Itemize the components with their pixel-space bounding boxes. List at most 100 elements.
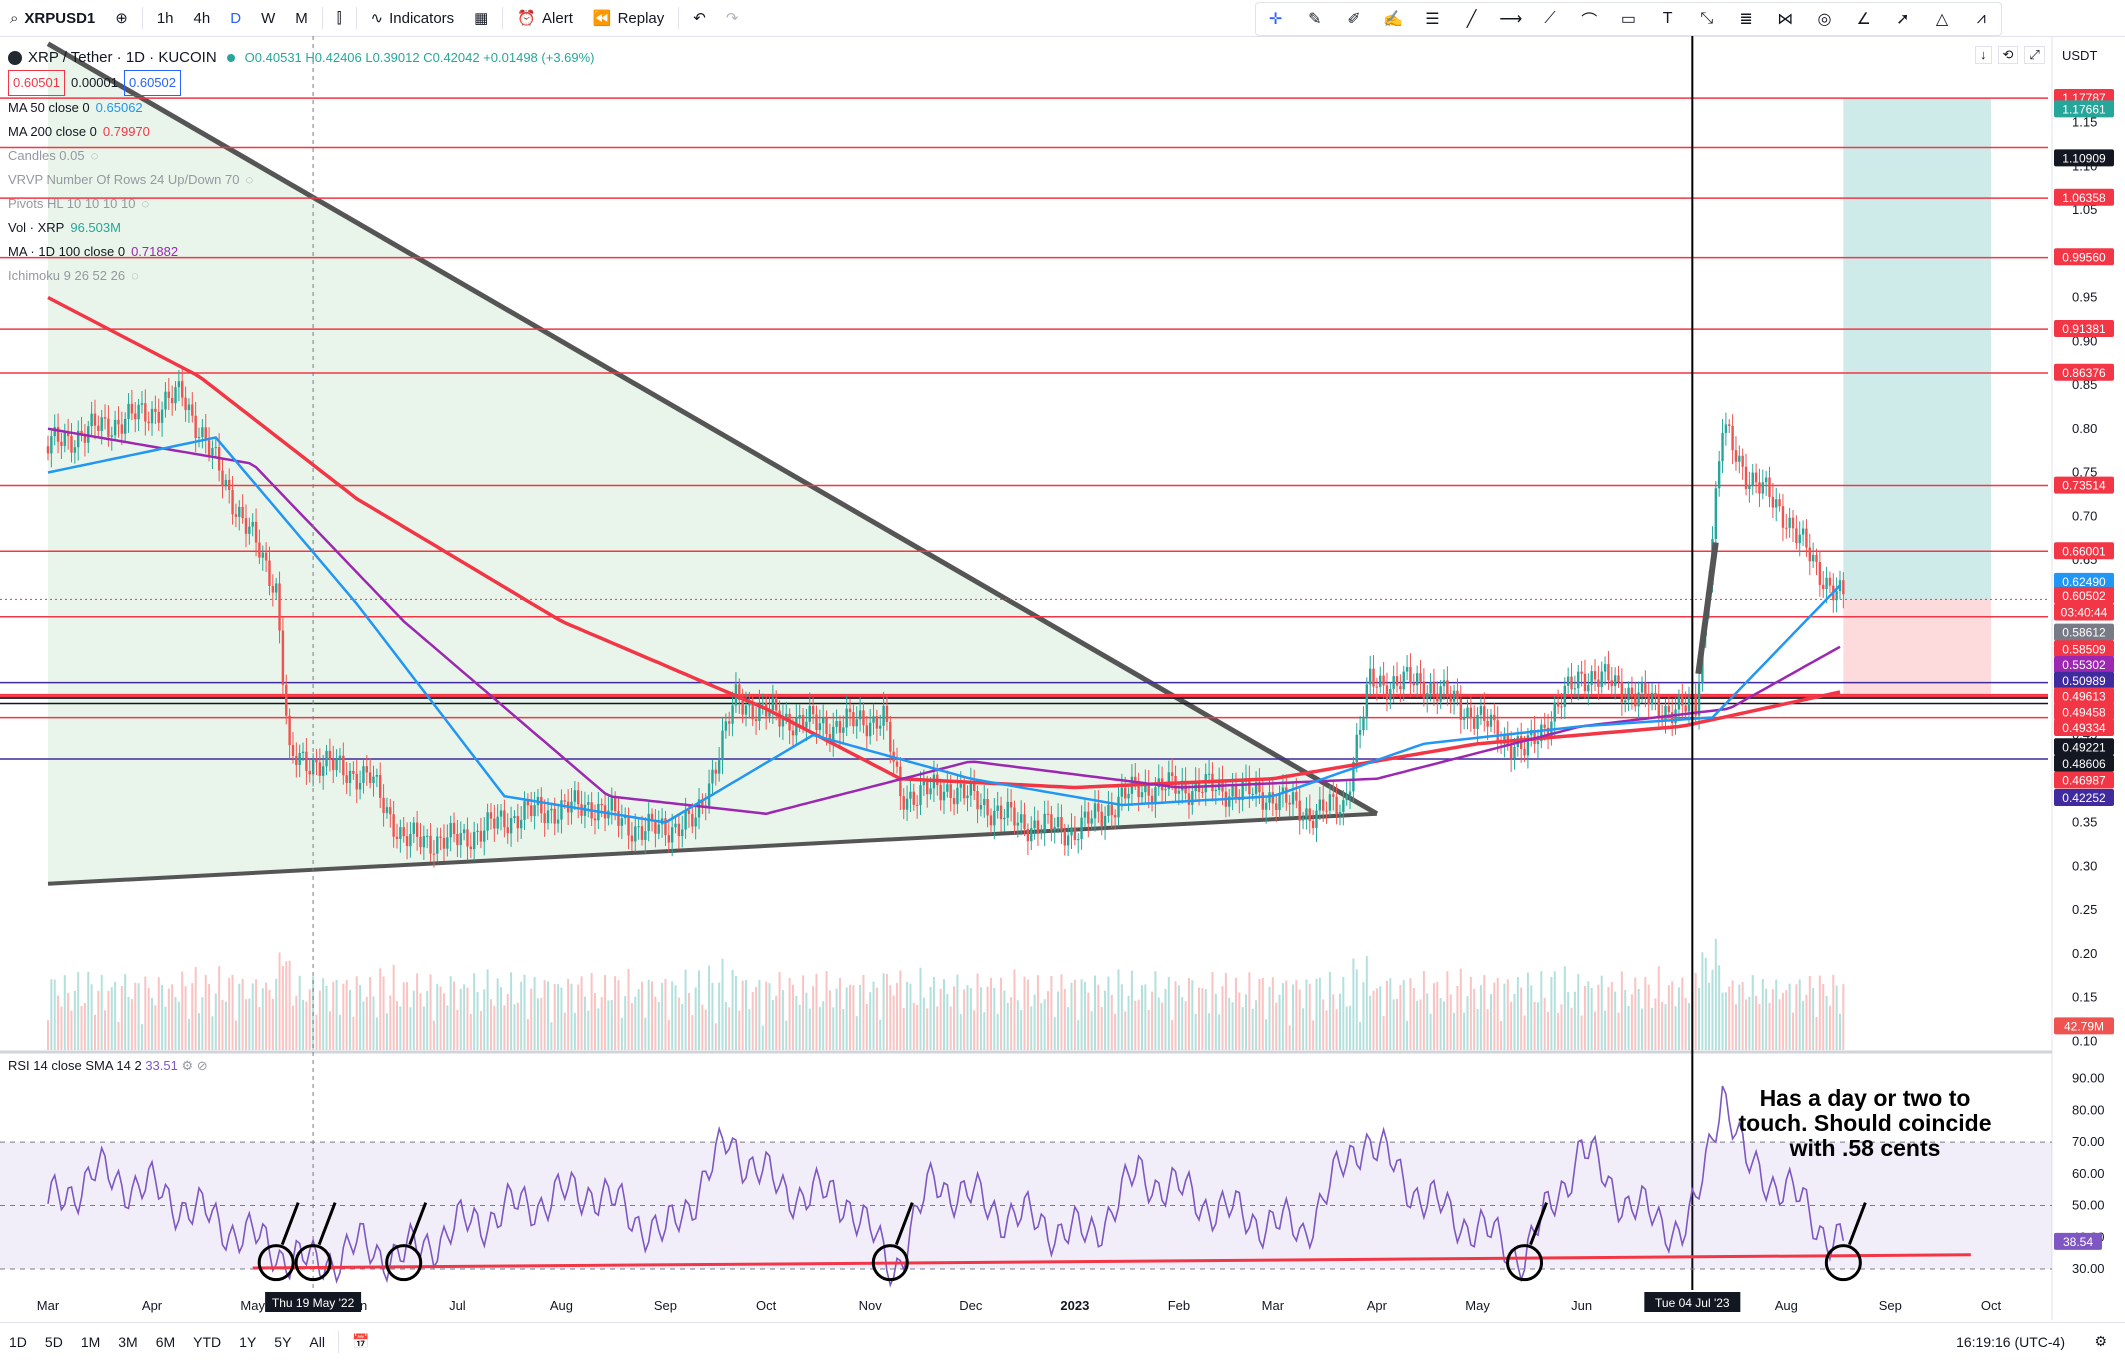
range-1d[interactable]: 1D xyxy=(9,1333,27,1350)
rectangle-icon[interactable]: ▭ xyxy=(1620,11,1636,28)
grid-icon: ▦ xyxy=(474,10,489,27)
pen-icon[interactable]: ✐ xyxy=(1347,11,1361,28)
candle-body xyxy=(271,585,275,593)
indicator-row-candles[interactable]: Candles 0.05 ◌ xyxy=(8,144,595,168)
candle-body xyxy=(167,391,171,398)
zigzag-icon[interactable]: ⩘ xyxy=(1976,10,1986,27)
volume-bar xyxy=(1620,971,1623,1050)
triangle-icon[interactable]: △ xyxy=(1935,11,1949,28)
candle-body xyxy=(1264,802,1268,810)
bid-price[interactable]: 0.60501 xyxy=(8,70,65,96)
candle-body xyxy=(872,716,875,723)
interval-d[interactable]: D xyxy=(230,9,242,27)
candle-body xyxy=(1345,795,1348,801)
redo-button[interactable]: ↷ xyxy=(716,0,749,36)
candle-body xyxy=(962,784,966,799)
candle-body xyxy=(1191,791,1194,805)
volume-bar xyxy=(1765,988,1768,1050)
eye-hidden-icon[interactable]: ◌ xyxy=(90,148,99,163)
eye-hidden-icon[interactable]: ◌ xyxy=(141,196,150,211)
fib-icon[interactable]: ≣ xyxy=(1739,11,1753,28)
candle-body xyxy=(1254,782,1258,794)
range-5d[interactable]: 5D xyxy=(44,1333,63,1350)
range-6m[interactable]: 6M xyxy=(155,1333,176,1350)
settings-icon[interactable]: ⚙ ⊘ xyxy=(181,1058,208,1073)
volume-bar xyxy=(365,996,368,1050)
volume-bar xyxy=(838,978,841,1050)
text-annotation[interactable]: Has a day or two to touch. Should coinci… xyxy=(1700,1086,2030,1161)
indicator-row-pivots[interactable]: Pivots HL 10 10 10 10 ◌ xyxy=(8,192,595,216)
range-3m[interactable]: 3M xyxy=(118,1333,138,1350)
candle-body xyxy=(1526,735,1530,756)
angle-icon[interactable]: ∠ xyxy=(1856,11,1871,28)
volume-bar xyxy=(436,984,439,1050)
volume-bar xyxy=(704,1009,707,1050)
candle-body xyxy=(1170,772,1174,776)
text-icon[interactable]: T xyxy=(1662,10,1673,27)
scroll-down-icon[interactable]: ↓ xyxy=(1975,46,1992,64)
settings-icon[interactable]: ⚙ xyxy=(2094,1333,2107,1349)
volume-bar xyxy=(1422,970,1425,1050)
horizontal-ray-icon[interactable]: ⟶ xyxy=(1499,11,1523,28)
arrow-icon[interactable]: ➚ xyxy=(1896,11,1910,28)
volume-bar xyxy=(1661,1001,1664,1050)
interval-m[interactable]: M xyxy=(295,9,308,27)
brush-icon[interactable]: ✎ xyxy=(1308,11,1322,28)
indicator-row-ma50[interactable]: MA 50 close 0 0.65062 xyxy=(8,96,595,120)
interval-w[interactable]: W xyxy=(261,9,276,27)
candle-body xyxy=(1399,685,1402,690)
measure-icon[interactable]: ⤡ xyxy=(1700,10,1714,27)
templates-button[interactable]: ▦ xyxy=(464,0,498,36)
interval-1h[interactable]: 1h xyxy=(156,9,174,27)
range-ytd[interactable]: YTD xyxy=(193,1333,222,1350)
alert-button[interactable]: ⏰ Alert xyxy=(507,0,583,36)
symbol-search[interactable]: ⌕ XRPUSD1 xyxy=(0,0,105,36)
indicator-row-ma100[interactable]: MA · 1D 100 close 0 0.71882 xyxy=(8,240,595,264)
rsi-touch-arrow xyxy=(1529,1202,1548,1246)
candle-body xyxy=(1795,528,1798,544)
volume-bar xyxy=(93,1014,96,1050)
candle-body xyxy=(1597,679,1600,687)
range-5y[interactable]: 5Y xyxy=(274,1333,292,1350)
candle-body xyxy=(956,787,959,805)
indicator-row-ma200[interactable]: MA 200 close 0 0.79970 xyxy=(8,120,595,144)
range-1m[interactable]: 1M xyxy=(80,1333,101,1350)
indicator-row-volume[interactable]: Vol · XRP 96.503M xyxy=(8,216,595,240)
range-all[interactable]: All xyxy=(309,1333,325,1350)
interval-4h[interactable]: 4h xyxy=(193,9,211,27)
indicator-row-ichimoku[interactable]: Ichimoku 9 26 52 26 ◌ xyxy=(8,264,595,288)
volume-bar xyxy=(1194,1013,1197,1050)
alarm-icon: ⏰ xyxy=(517,10,537,27)
trendline-icon[interactable]: ╱ xyxy=(1466,11,1477,28)
ask-price[interactable]: 0.60502 xyxy=(124,70,181,96)
date-range-button[interactable]: 📅 xyxy=(343,1333,378,1350)
clock[interactable]: 16:19:16 (UTC-4) xyxy=(1956,1333,2065,1350)
autoscale-icon[interactable]: ⟲ xyxy=(1997,46,2019,64)
eye-hidden-icon[interactable]: ◌ xyxy=(131,268,139,283)
extended-line-icon[interactable]: ⟋ xyxy=(1544,10,1556,27)
currency-label[interactable]: USDT xyxy=(2062,48,2098,63)
volume-bar xyxy=(587,1010,590,1050)
replay-button[interactable]: ⏪ Replay xyxy=(583,0,674,36)
indicators-button[interactable]: ∿ Indicators xyxy=(361,0,465,36)
volume-bar xyxy=(90,984,93,1050)
chart-type-button[interactable]: ⫿ xyxy=(327,0,352,36)
range-1y[interactable]: 1Y xyxy=(239,1333,257,1350)
eye-hidden-icon[interactable]: ◌ xyxy=(245,172,254,187)
parallel-channel-icon[interactable]: ☰ xyxy=(1425,11,1440,28)
pattern-icon[interactable]: ⋈ xyxy=(1777,11,1794,28)
curve-icon[interactable]: ⌒ xyxy=(1581,13,1598,30)
circle-icon[interactable]: ◎ xyxy=(1817,11,1832,28)
fullscreen-icon[interactable]: ⤢ xyxy=(2024,46,2045,64)
highlighter-icon[interactable]: ✍ xyxy=(1383,11,1404,28)
compare-button[interactable]: ⊕ xyxy=(105,0,138,36)
candle-body xyxy=(845,708,848,728)
candle-body xyxy=(382,797,385,813)
drawing-toolbar: ✛ ✎ ✐ ✍ ☰ ╱ ⟶ ⟋ ⌒ ▭ T ⤡ ≣ ⋈ ◎ ∠ ➚ △ ⩘ xyxy=(1255,2,2002,36)
undo-button[interactable]: ↶ xyxy=(683,0,716,36)
rsi-legend[interactable]: RSI 14 close SMA 14 2 33.51 ⚙ ⊘ xyxy=(8,1058,208,1074)
crosshair-icon[interactable]: ✛ xyxy=(1268,11,1283,28)
price-tag-box xyxy=(2054,603,2114,621)
indicator-row-vrvp[interactable]: VRVP Number Of Rows 24 Up/Down 70 ◌ xyxy=(8,168,595,192)
